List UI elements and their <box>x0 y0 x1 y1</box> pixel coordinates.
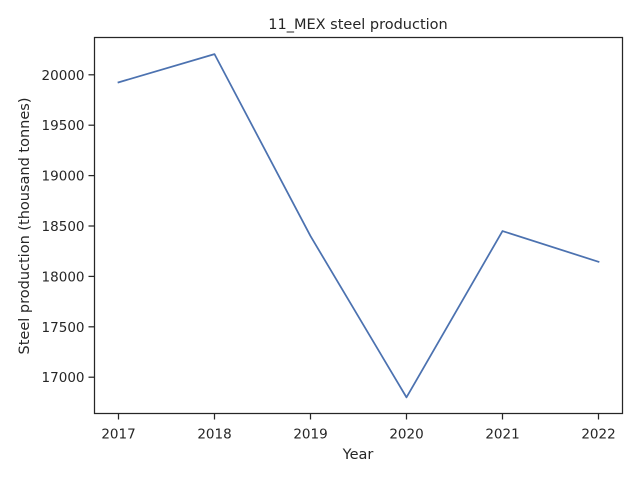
x-tick-label: 2017 <box>101 427 135 443</box>
x-tick-label: 2021 <box>485 427 519 443</box>
x-tick-label: 2022 <box>581 427 615 443</box>
x-tick-label: 2018 <box>197 427 231 443</box>
y-tick-label: 17500 <box>42 320 85 336</box>
y-tick-label: 17000 <box>42 370 85 386</box>
x-tick-label: 2019 <box>293 427 327 443</box>
x-axis-label: Year <box>342 447 374 463</box>
chart-title: 11_MEX steel production <box>268 17 448 33</box>
plot-frame <box>93 36 624 415</box>
y-axis-label: Steel production (thousand tonnes) <box>17 98 33 355</box>
series-line <box>117 53 600 399</box>
y-tick-label: 20000 <box>42 68 85 84</box>
y-tick-label: 19500 <box>42 118 85 134</box>
y-tick-label: 19000 <box>42 169 85 185</box>
y-tick-label: 18000 <box>42 269 85 285</box>
y-tick-label: 18500 <box>42 219 85 235</box>
x-tick-label: 2020 <box>389 427 423 443</box>
